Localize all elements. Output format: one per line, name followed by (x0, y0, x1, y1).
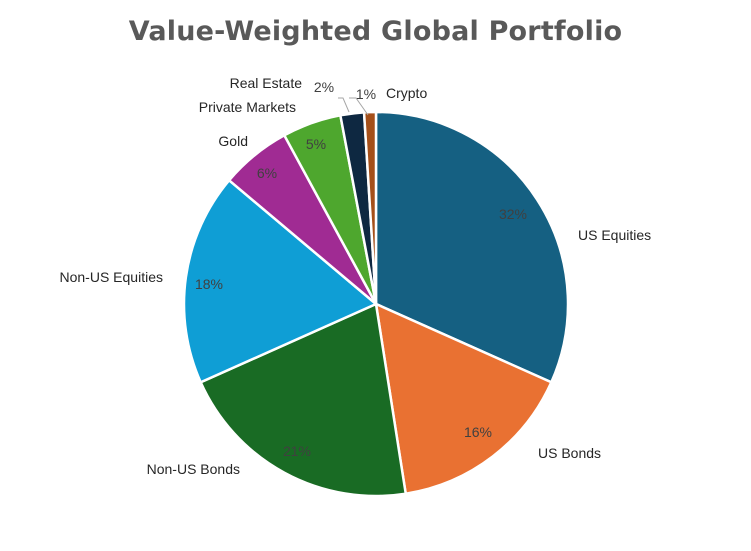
percent-label-non-us-bonds: 21% (283, 443, 311, 459)
pie-slice-us-equities (374, 110, 570, 384)
percent-label-private-markets: 5% (306, 136, 326, 152)
chart-title: Value-Weighted Global Portfolio (128, 16, 623, 47)
category-label-crypto: Crypto (386, 85, 427, 101)
percent-label-crypto: 1% (356, 86, 376, 102)
category-label-non-us-equities: Non-US Equities (60, 269, 164, 285)
percent-label-gold: 6% (257, 165, 277, 181)
category-label-non-us-bonds: Non-US Bonds (147, 461, 240, 477)
category-label-us-bonds: US Bonds (538, 445, 601, 461)
pie-slice-us-bonds (374, 302, 553, 495)
category-label-gold: Gold (218, 133, 248, 149)
percent-label-us-bonds: 16% (464, 424, 492, 440)
percent-label-us-equities: 32% (499, 206, 527, 222)
category-label-private-markets: Private Markets (199, 99, 296, 115)
percent-label-non-us-equities: 18% (195, 276, 223, 292)
pie-slice-non-us-equities (182, 179, 378, 384)
category-label-us-equities: US Equities (578, 227, 651, 243)
percent-label-real-estate: 2% (314, 79, 334, 95)
pie-slice-crypto (362, 110, 378, 306)
category-label-real-estate: Real Estate (230, 75, 303, 91)
leader-line-crypto (349, 97, 369, 116)
pie-slice-non-us-bonds (199, 302, 407, 498)
leader-line-real-estate (338, 97, 350, 113)
